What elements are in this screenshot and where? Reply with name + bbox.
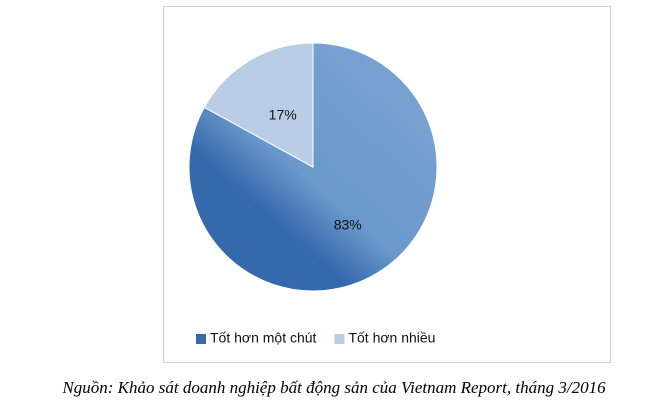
legend-swatch bbox=[196, 334, 206, 344]
pie-slice bbox=[203, 42, 314, 168]
legend-label: Tốt hơn nhiều bbox=[348, 330, 435, 346]
legend-label: Tốt hơn một chút bbox=[210, 330, 317, 346]
legend-swatch bbox=[334, 334, 345, 344]
legend: Tốt hơn một chút Tốt hơn nhiều bbox=[196, 330, 435, 346]
caption: Nguồn: Khảo sát doanh nghiệp bất động sả… bbox=[61, 378, 606, 397]
data-label: 17% bbox=[269, 106, 297, 122]
data-label: 83% bbox=[334, 216, 362, 232]
pie: 83% 17% bbox=[188, 42, 438, 292]
